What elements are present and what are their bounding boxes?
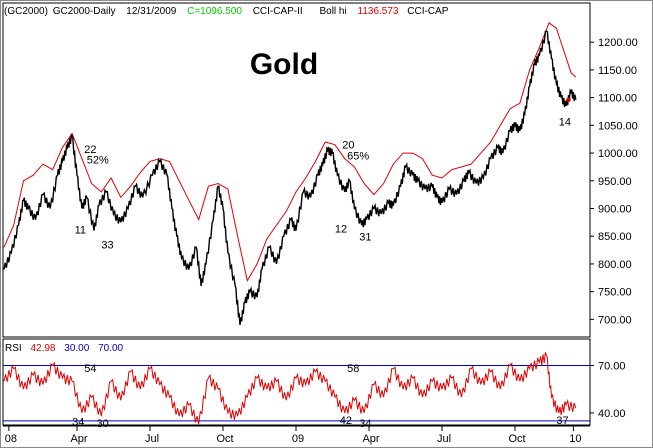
header-date: 12/31/2009 xyxy=(126,6,176,17)
price-header: (GC2000) GC2000-Daily 12/31/2009 C=1096.… xyxy=(4,6,449,17)
price-y-tick-label: 900.00 xyxy=(598,203,632,215)
price-annotation: 20 xyxy=(342,140,354,152)
x-axis: 08 Apr Jul Oct 09 Apr Jul Oct 10 xyxy=(3,425,590,445)
rsi-upper: 70.00 xyxy=(98,343,123,354)
x-tick-label: Oct xyxy=(508,433,525,445)
rsi-annotation: 42 xyxy=(340,415,352,427)
price-annotation: 52% xyxy=(87,155,109,167)
last-price-marker xyxy=(566,97,571,103)
rsi-label: RSI xyxy=(5,343,22,354)
price-annotation: 14 xyxy=(559,116,571,128)
price-y-tick-label: 800.00 xyxy=(598,259,632,271)
price-panel: Gold 1200.00 1150.00 1100.00 1050.00 1000.00… xyxy=(2,2,638,338)
price-line xyxy=(3,30,577,325)
x-tick-label: Apr xyxy=(362,433,379,445)
price-annotation: 31 xyxy=(359,232,371,244)
price-y-tick-label: 1100.00 xyxy=(598,93,637,105)
rsi-annotation: 30 xyxy=(96,418,108,430)
rsi-line xyxy=(3,352,577,425)
x-tick-label: 08 xyxy=(5,433,17,445)
price-y-axis: 1200.00 1150.00 1100.00 1050.00 1000.00 950.0… xyxy=(590,37,638,326)
rsi-y-tick-label: 70.00 xyxy=(598,360,626,372)
price-y-tick-label: 700.00 xyxy=(598,314,632,326)
rsi-annotation: 58 xyxy=(347,363,359,375)
price-panel-border xyxy=(2,2,591,338)
header-symbol: (GC2000) xyxy=(4,6,48,17)
header-indicator1: CCI-CAP-II xyxy=(253,6,303,17)
price-y-tick-label: 750.00 xyxy=(598,287,632,299)
rsi-annotation: 54 xyxy=(84,363,96,375)
header-boll-label: Boll hi xyxy=(319,6,346,17)
price-annotation: 22 xyxy=(84,144,96,156)
price-y-tick-label: 850.00 xyxy=(598,231,632,243)
header-series: GC2000-Daily xyxy=(53,6,116,17)
price-annotation: 11 xyxy=(75,224,86,236)
rsi-y-tick-label: 40.00 xyxy=(598,408,626,420)
price-annotation: 65% xyxy=(347,151,369,163)
rsi-annotations: 54 34 30 58 42 34 37 xyxy=(72,363,568,430)
price-annotation: 33 xyxy=(101,239,113,251)
x-tick-label: 10 xyxy=(569,433,581,445)
chart-title: Gold xyxy=(250,48,318,81)
rsi-y-axis: 70.00 40.00 xyxy=(590,360,626,420)
price-y-tick-label: 1150.00 xyxy=(598,65,637,77)
rsi-header: RSI 42.98 30.00 70.00 xyxy=(5,343,124,354)
rsi-value: 42.98 xyxy=(30,343,55,354)
x-tick-label: 09 xyxy=(292,433,304,445)
rsi-bands xyxy=(3,364,590,422)
rsi-annotation: 37 xyxy=(556,415,568,427)
header-indicator2: CCI-CAP xyxy=(407,6,448,17)
header-close: C=1096.500 xyxy=(187,6,242,17)
header-boll-value: 1136.573 xyxy=(358,6,399,17)
price-annotation: 12 xyxy=(335,223,347,235)
x-tick-label: Jul xyxy=(145,433,159,445)
x-tick-label: Jul xyxy=(437,433,451,445)
price-y-tick-label: 950.00 xyxy=(598,176,632,188)
x-tick-label: Apr xyxy=(70,433,87,445)
bollinger-upper-line xyxy=(3,22,577,282)
rsi-annotation: 34 xyxy=(359,418,371,430)
rsi-panel-border xyxy=(2,338,591,426)
rsi-lower: 30.00 xyxy=(64,343,89,354)
price-y-tick-label: 1000.00 xyxy=(598,148,638,160)
price-y-tick-label: 1200.00 xyxy=(598,37,638,49)
price-y-tick-label: 1050.00 xyxy=(598,120,638,132)
rsi-annotation: 34 xyxy=(72,417,84,429)
x-tick-label: Oct xyxy=(216,433,233,445)
